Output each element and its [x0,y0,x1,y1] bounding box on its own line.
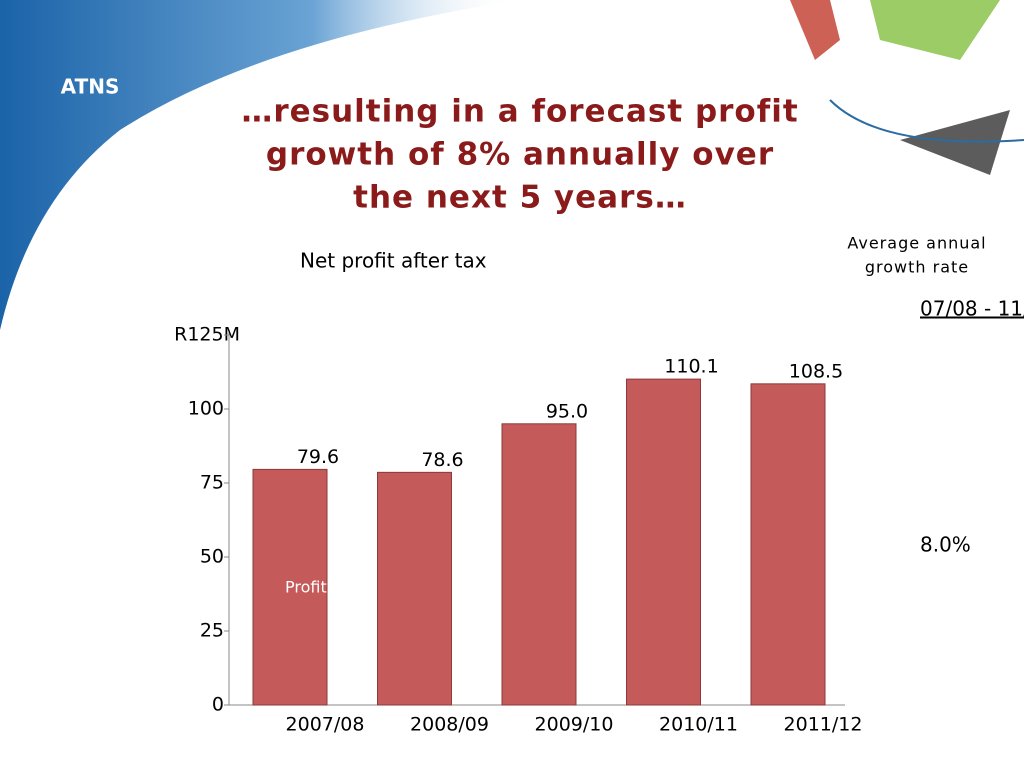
annotation-header: growth rate [865,258,969,277]
y-tick-label: 100 [188,398,224,420]
chart-title: the next 5 years… [353,180,687,216]
y-tick-label: 50 [200,546,224,568]
y-tick-label: 75 [200,472,224,494]
y-tick-label: 25 [200,620,224,642]
chart-title: growth of 8% annually over [266,137,774,173]
legend-label: Profit [285,578,327,597]
y-axis-label: Net profit after tax [300,249,487,273]
header-swoosh [0,0,520,330]
x-tick-label: 2010/11 [659,714,738,736]
decor-curve [829,99,1024,143]
annotation-period: 07/08 - 11/12 [920,297,1024,321]
value-label: 78.6 [421,449,463,471]
value-label: 79.6 [297,446,339,468]
y-tick-label: R125M [174,324,240,346]
decor-green [870,0,1000,60]
annotation-growth: 8.0% [920,533,971,557]
x-tick-label: 2007/08 [286,714,365,736]
bar [377,471,452,706]
bar [750,383,826,706]
bar [626,378,701,706]
x-tick-label: 2011/12 [784,714,863,736]
value-label: 108.5 [789,360,843,382]
bar [252,468,328,706]
logo: ATNS [61,75,120,99]
y-tick-label: 0 [212,694,224,716]
value-label: 110.1 [664,356,718,378]
decor-red [790,0,840,60]
x-tick-label: 2009/10 [535,714,614,736]
chart-title: …resulting in a forecast profit [241,94,798,130]
bar [501,423,577,706]
annotation-header: Average annual [847,234,986,253]
value-label: 95.0 [546,400,588,422]
x-tick-label: 2008/09 [410,714,489,736]
decor-dark [900,110,1010,175]
